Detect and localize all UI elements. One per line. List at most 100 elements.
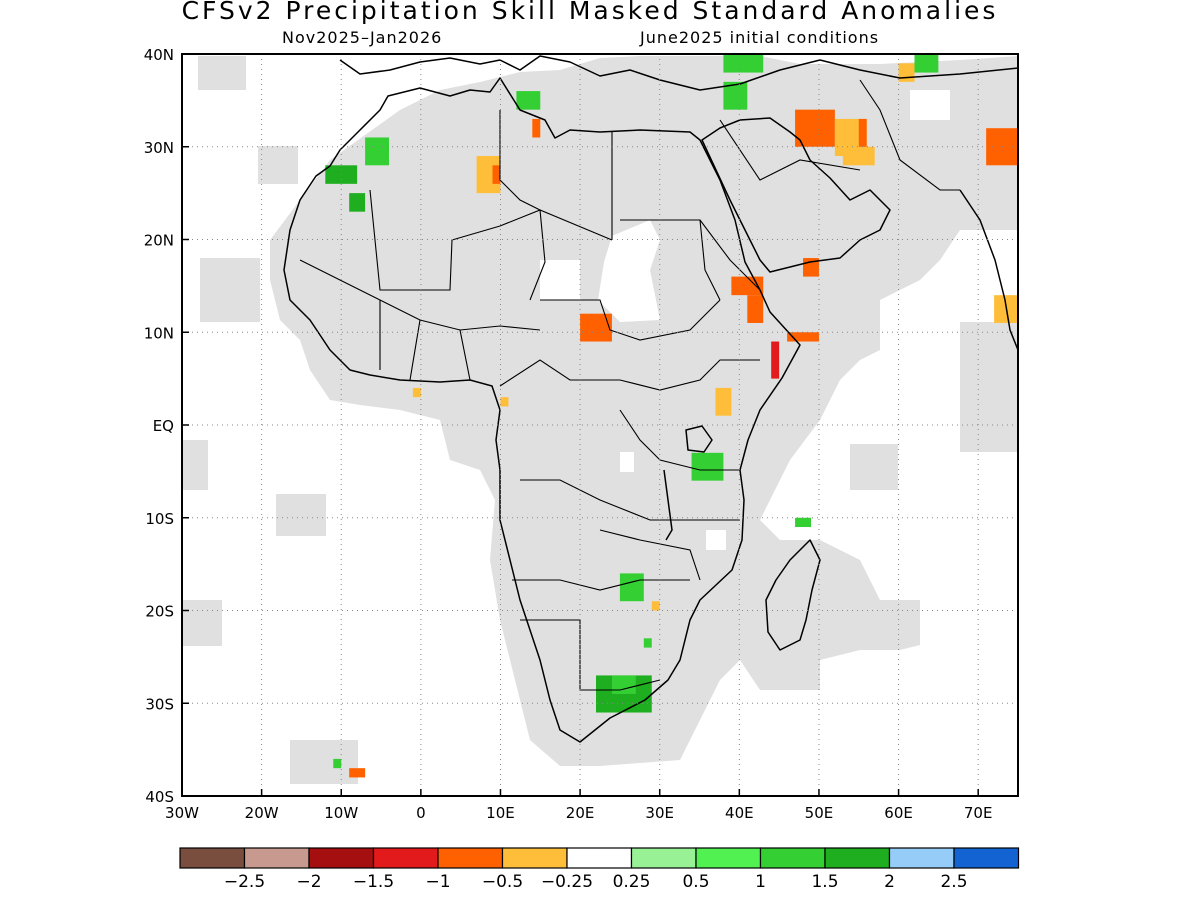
colorbar-label: −1.5: [353, 872, 394, 892]
coastlines: [283, 55, 1018, 743]
border: [599, 529, 701, 581]
x-tick-label: 60E: [884, 804, 913, 822]
masked-patch: [290, 740, 358, 784]
border: [520, 479, 740, 521]
unmasked-patch: [910, 90, 950, 120]
anomaly-patch: [611, 675, 636, 694]
colorbar-label: 1.5: [811, 872, 838, 892]
border: [699, 219, 761, 291]
anomaly-patch: [532, 118, 541, 138]
colorbar-swatch: [695, 847, 762, 869]
masked-africa-arabia: [270, 56, 1018, 766]
colorbar-label: 0.5: [682, 872, 709, 892]
anomaly-patch: [771, 341, 780, 379]
border: [499, 110, 546, 301]
y-tick-label: 10N: [144, 324, 174, 342]
colorbar-label: −0.25: [541, 872, 593, 892]
x-tick-label: 20E: [566, 804, 595, 822]
anomaly-patch: [643, 638, 652, 648]
map-content: [182, 54, 1018, 796]
border: [719, 119, 861, 181]
y-tick-label: EQ: [153, 417, 174, 435]
mediterranean-north-coast: [339, 55, 1018, 91]
y-tick-label: 40S: [145, 788, 174, 806]
anomaly-patch: [747, 295, 764, 323]
colorbar-swatch: [824, 847, 891, 869]
colorbar-swatch: [888, 847, 955, 869]
anomaly-patch: [858, 118, 867, 147]
masked-patch: [276, 494, 326, 536]
unmasked-patch: [540, 260, 580, 300]
colorbar-swatch: [953, 847, 1020, 869]
unmasked-patch: [706, 530, 726, 550]
anomaly-patch: [349, 768, 366, 778]
y-tick-label: 30N: [144, 139, 174, 157]
y-tick-label: 20N: [144, 232, 174, 250]
x-tick-label: 10E: [486, 804, 515, 822]
colorbar-label: −1: [425, 872, 450, 892]
colorbar-swatch: [566, 847, 633, 869]
y-tick-label: 30S: [145, 695, 174, 713]
anomaly-patch: [365, 137, 390, 166]
masked-region-layer: [182, 56, 1018, 784]
colorbar-label: −0.5: [482, 872, 523, 892]
colorbar-label: −2.5: [224, 872, 265, 892]
anomaly-patch: [333, 758, 342, 769]
anomaly-patch: [715, 387, 732, 416]
x-tick-label: 20W: [245, 804, 279, 822]
unmasked-sahara: [598, 220, 660, 322]
colorbar-label: 2.5: [940, 872, 967, 892]
forecast-period: Nov2025–Jan2026: [282, 28, 443, 47]
colorbar-label: 1: [755, 872, 766, 892]
border: [859, 79, 960, 191]
madagascar-coastline: [765, 539, 821, 651]
anomaly-patch: [619, 573, 644, 602]
colorbar-swatch: [759, 847, 826, 869]
chart-title: CFSv2 Precipitation Skill Masked Standar…: [181, 0, 999, 25]
africa-coastline: [283, 77, 801, 743]
gridlines: [182, 54, 1018, 796]
colorbar-swatch: [501, 847, 568, 869]
masked-patch: [960, 322, 1018, 452]
masked-patch: [258, 146, 298, 184]
y-tick-label: 40N: [144, 46, 174, 64]
masked-patch: [182, 600, 222, 646]
x-tick-label: 50E: [805, 804, 834, 822]
masked-patch: [182, 440, 208, 490]
y-tick-label: 10S: [145, 510, 174, 528]
anomaly-patch: [795, 517, 811, 528]
masked-patch: [850, 444, 898, 490]
colorbar-label: 2: [884, 872, 895, 892]
x-tick-label: 0: [416, 804, 426, 822]
x-tick-label: 70E: [964, 804, 993, 822]
masked-patch: [198, 56, 246, 90]
arabia-coastline: [701, 117, 891, 273]
masked-patch: [200, 258, 260, 322]
colorbar-label: −2: [296, 872, 321, 892]
border: [379, 300, 471, 381]
anomaly-patch: [349, 193, 366, 212]
anomaly-patch: [914, 54, 939, 73]
anomaly-patch: [580, 313, 612, 342]
x-tick-label: 30E: [645, 804, 674, 822]
colorbar-swatch: [179, 847, 246, 869]
lake-victoria: [685, 425, 713, 453]
anomaly-patch: [898, 63, 915, 82]
anomaly-patch: [795, 109, 835, 147]
colorbar-swatch: [437, 847, 504, 869]
country-borders: [299, 79, 960, 691]
anomaly-patch: [723, 81, 748, 110]
map-axes: 30W 20W 10W 0 10E 20E 30E 40E 50E 60E 70E 40N 30N 20N…: [144, 46, 993, 822]
x-tick-label: 40E: [725, 804, 754, 822]
colorbar-swatch: [630, 847, 697, 869]
anomaly-patch: [516, 91, 541, 110]
anomaly-patch: [787, 332, 819, 342]
colorbar-swatch: [243, 847, 310, 869]
anomaly-patch: [492, 165, 501, 184]
border: [512, 579, 690, 591]
colorbar-swatch: [308, 847, 375, 869]
border: [499, 359, 760, 391]
y-tick-label: 20S: [145, 603, 174, 621]
lake-tanganyika: [663, 469, 673, 541]
